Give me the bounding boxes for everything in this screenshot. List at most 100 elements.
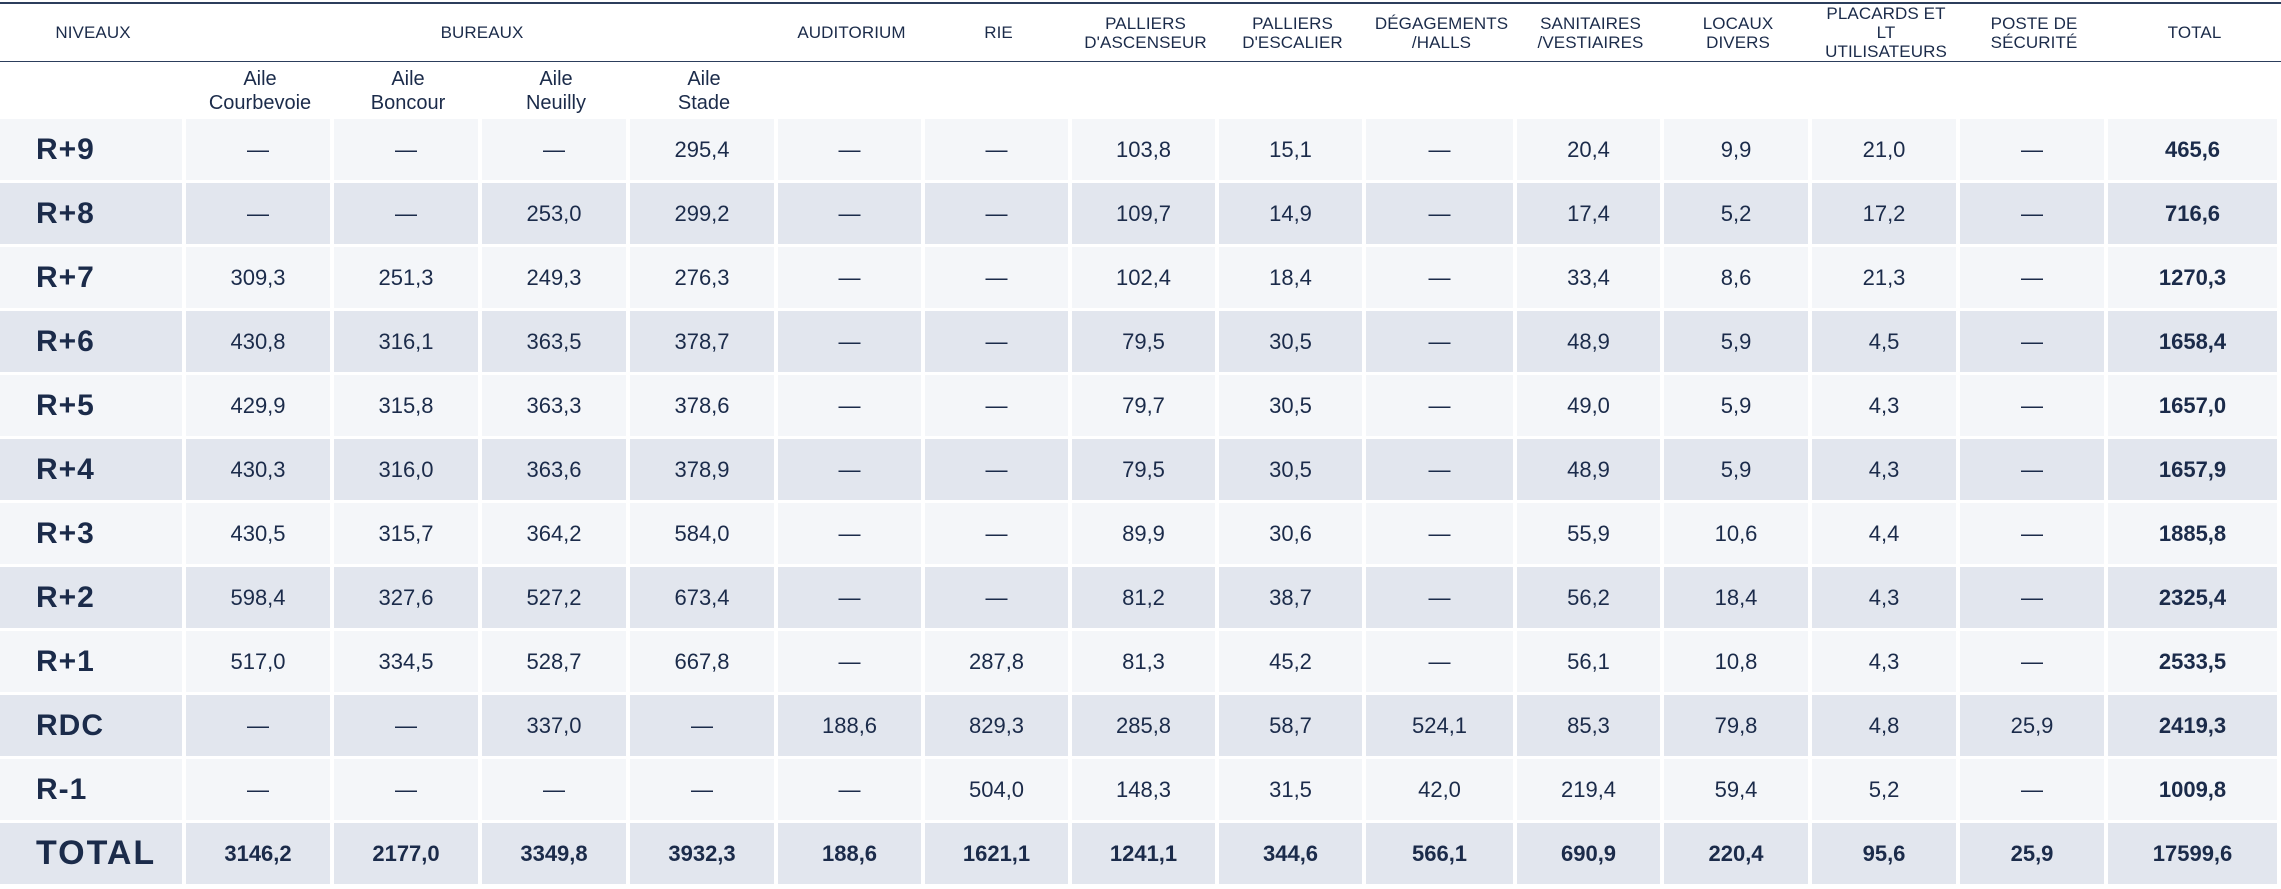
table-cell: 598,4: [186, 567, 334, 631]
table-cell: 4,3: [1812, 631, 1961, 695]
table-cell: —: [1960, 567, 2109, 631]
table-cell: 527,2: [482, 567, 630, 631]
table-cell: —: [334, 119, 482, 183]
subheader-aile-stade: Aile Stade: [677, 67, 731, 114]
table-cell: —: [482, 119, 630, 183]
table-cell: —: [778, 183, 926, 247]
col-header-degagements: DÉGAGEMENTS/HALLS: [1366, 2, 1518, 62]
table-cell: 1621,1: [925, 823, 1073, 887]
table-cell: 430,8: [186, 311, 334, 375]
table-cell: 316,0: [334, 439, 482, 503]
table-cell: —: [1366, 183, 1518, 247]
col-header-auditorium: AUDITORIUM: [778, 2, 926, 62]
table-cell: 4,3: [1812, 439, 1961, 503]
table-cell: 42,0: [1366, 759, 1518, 823]
table-cell: 295,4: [630, 119, 779, 183]
table-cell: 5,9: [1664, 375, 1813, 439]
table-cell: —: [186, 183, 334, 247]
table-cell: 309,3: [186, 247, 334, 311]
table-cell: 430,3: [186, 439, 334, 503]
table-cell: 363,6: [482, 439, 630, 503]
table-cell: 524,1: [1366, 695, 1518, 759]
table-cell: 378,6: [630, 375, 779, 439]
table-cell: 363,5: [482, 311, 630, 375]
table-cell: 285,8: [1072, 695, 1220, 759]
table-cell: 15,1: [1219, 119, 1367, 183]
level-label: R+7: [0, 247, 186, 311]
subheader-aile-neuilly: Aile Neuilly: [525, 67, 587, 114]
table-cell: —: [1960, 119, 2109, 183]
header-row: NIVEAUX BUREAUX AUDITORIUM RIE PALLIERS D…: [0, 2, 2281, 62]
table-cell: 3932,3: [630, 823, 779, 887]
table-cell: 18,4: [1219, 247, 1367, 311]
level-label: R+4: [0, 439, 186, 503]
table-cell: —: [334, 695, 482, 759]
table-cell: 21,0: [1812, 119, 1961, 183]
table-cell: —: [1960, 311, 2109, 375]
table-cell: 334,5: [334, 631, 482, 695]
table-cell: —: [630, 695, 779, 759]
table-cell: 33,4: [1517, 247, 1665, 311]
table-cell: 188,6: [778, 695, 926, 759]
table-cell: 673,4: [630, 567, 779, 631]
table-cell: 504,0: [925, 759, 1073, 823]
level-label: R+9: [0, 119, 186, 183]
table-cell: 18,4: [1664, 567, 1813, 631]
table-cell: 5,9: [1664, 311, 1813, 375]
level-label: RDC: [0, 695, 186, 759]
col-header-palliers-escalier: PALLIERS D'ESCALIER: [1219, 2, 1367, 62]
table-cell: 55,9: [1517, 503, 1665, 567]
table-cell: —: [925, 183, 1073, 247]
table-cell: —: [1960, 375, 2109, 439]
table-cell: 81,3: [1072, 631, 1220, 695]
table-cell: 1241,1: [1072, 823, 1220, 887]
table-cell: —: [334, 759, 482, 823]
table-cell: 59,4: [1664, 759, 1813, 823]
table-cell: 4,5: [1812, 311, 1961, 375]
table-cell: 103,8: [1072, 119, 1220, 183]
table-row: R+7 309,3 251,3 249,3 276,3— —102,4 18,4—33,4 8…: [0, 247, 2281, 311]
level-label: R-1: [0, 759, 186, 823]
table-cell: —: [778, 119, 926, 183]
table-cell: 276,3: [630, 247, 779, 311]
table-cell: —: [1366, 439, 1518, 503]
subheader-row: Aile Courbevoie Aile Boncour Aile Neuilly A…: [0, 62, 2281, 119]
table-cell: —: [1960, 439, 2109, 503]
table-cell: 10,8: [1664, 631, 1813, 695]
table-cell: 25,9: [1960, 823, 2109, 887]
table-row: R+1 517,0 334,5 528,7 667,8—287,8 81,3 45,2—56…: [0, 631, 2281, 695]
table-row: RDC — —337,0—188,6 829,3 285,8 58,7 524,1 85,3 7…: [0, 695, 2281, 759]
table-cell: —: [1960, 503, 2109, 567]
table-cell: —: [925, 375, 1073, 439]
table-cell: —: [925, 247, 1073, 311]
table-row: R+9— — —295,4— —103,8 15,1—20,4 9,9 21,0—465,6: [0, 119, 2281, 183]
row-total-cell: 2419,3: [2108, 695, 2281, 759]
table-cell: 30,6: [1219, 503, 1367, 567]
table-cell: 517,0: [186, 631, 334, 695]
table-cell: 56,1: [1517, 631, 1665, 695]
row-total-cell: 2325,4: [2108, 567, 2281, 631]
table-cell: —: [186, 695, 334, 759]
table-cell: —: [1366, 503, 1518, 567]
row-total-cell: 2533,5: [2108, 631, 2281, 695]
table-cell: 566,1: [1366, 823, 1518, 887]
table-cell: —: [630, 759, 779, 823]
subheader-aile-boncour: Aile Boncour: [370, 67, 446, 114]
table-cell: 5,2: [1812, 759, 1961, 823]
table-cell: —: [1366, 247, 1518, 311]
row-total-cell: 1657,0: [2108, 375, 2281, 439]
table-cell: —: [1366, 567, 1518, 631]
row-total-cell: 1658,4: [2108, 311, 2281, 375]
level-label: TOTAL: [0, 823, 186, 887]
row-total-cell: 716,6: [2108, 183, 2281, 247]
table-cell: 667,8: [630, 631, 779, 695]
table-cell: 79,5: [1072, 439, 1220, 503]
table-cell: 56,2: [1517, 567, 1665, 631]
table-cell: 17,4: [1517, 183, 1665, 247]
table-cell: —: [1960, 247, 2109, 311]
table-cell: 17,2: [1812, 183, 1961, 247]
table-cell: 429,9: [186, 375, 334, 439]
level-label: R+3: [0, 503, 186, 567]
table-cell: —: [1960, 631, 2109, 695]
